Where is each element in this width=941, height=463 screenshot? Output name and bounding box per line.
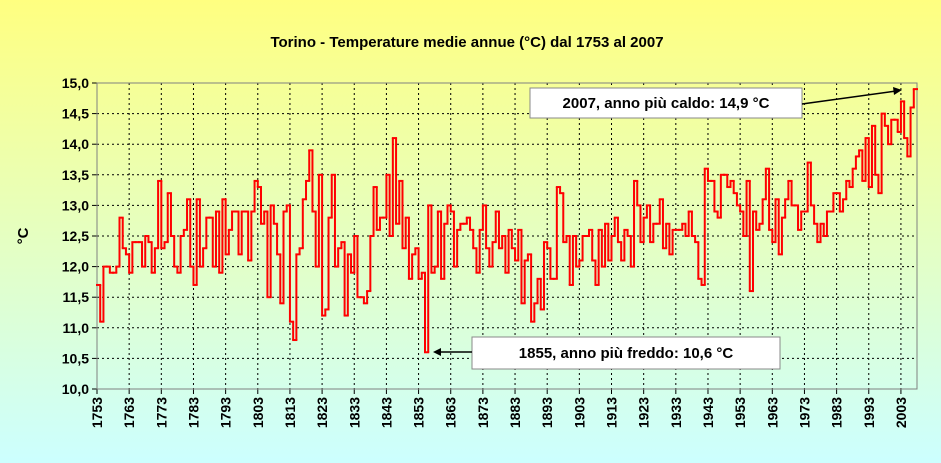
plot-frame (96, 82, 918, 390)
x-tick-label: 1823 (314, 397, 330, 428)
x-tick-label: 1993 (861, 397, 877, 428)
y-tick-label: 14,5 (62, 106, 89, 122)
x-tick-label: 1773 (153, 397, 169, 428)
x-tick-label: 1923 (636, 397, 652, 428)
series (96, 88, 918, 354)
arrow-head (433, 348, 441, 356)
y-tick-label: 13,5 (62, 167, 89, 183)
x-tick-label: 1803 (250, 397, 266, 428)
x-tick-label: 1833 (346, 397, 362, 428)
annotations: 2007, anno più caldo: 14,9 °C 1855, anno… (433, 87, 902, 370)
x-tick-label: 1963 (764, 397, 780, 428)
x-tick-label: 1973 (796, 397, 812, 428)
annotation: 1855, anno più freddo: 10,6 °C (519, 345, 734, 362)
x-tick-label: 1783 (185, 397, 201, 428)
x-tick-label: 1853 (411, 397, 427, 428)
x-tick-label: 1903 (571, 397, 587, 428)
annotation: 2007, anno più caldo: 14,9 °C (563, 95, 770, 112)
y-tick-label: 10,5 (62, 350, 89, 366)
x-tick-label: 2003 (893, 397, 909, 428)
y-tick-label: 11,0 (63, 320, 90, 336)
arrow (801, 90, 897, 105)
annotation-box (529, 87, 803, 119)
y-tick-label: 12,5 (62, 228, 89, 244)
y-axis-label: °C (15, 227, 32, 244)
x-tick-label: 1843 (378, 397, 394, 428)
x-tick-label: 1953 (732, 397, 748, 428)
x-tick-label: 1793 (218, 397, 234, 428)
x-tick-label: 1983 (829, 397, 845, 428)
x-tick-label: 1863 (443, 397, 459, 428)
x-tick-label: 1913 (604, 397, 620, 428)
annotation-box (471, 336, 781, 370)
x-tick-label: 1883 (507, 397, 523, 428)
x-tick-label: 1763 (121, 397, 137, 428)
y-tick-label: 11,5 (63, 289, 90, 305)
y-tick-label: 15,0 (62, 75, 89, 91)
x-tick-label: 1813 (282, 397, 298, 428)
arrow-head (893, 87, 902, 95)
chart-title: Torino - Temperature medie annue (°C) da… (270, 34, 663, 51)
grid: 10,0 10,5 11,0 11,5 12,0 12,5 13,0 13,5 14,0 14,5… (62, 75, 918, 428)
y-tick-label: 14,0 (62, 136, 89, 152)
x-tick-label: 1873 (475, 397, 491, 428)
y-tick-label: 13,0 (62, 197, 89, 213)
x-tick-label: 1943 (700, 397, 716, 428)
y-tick-label: 10,0 (62, 381, 89, 397)
y-tick-label: 12,0 (62, 259, 89, 275)
x-tick-label: 1753 (89, 397, 105, 428)
x-tick-label: 1893 (539, 397, 555, 428)
x-tick-label: 1933 (668, 397, 684, 428)
